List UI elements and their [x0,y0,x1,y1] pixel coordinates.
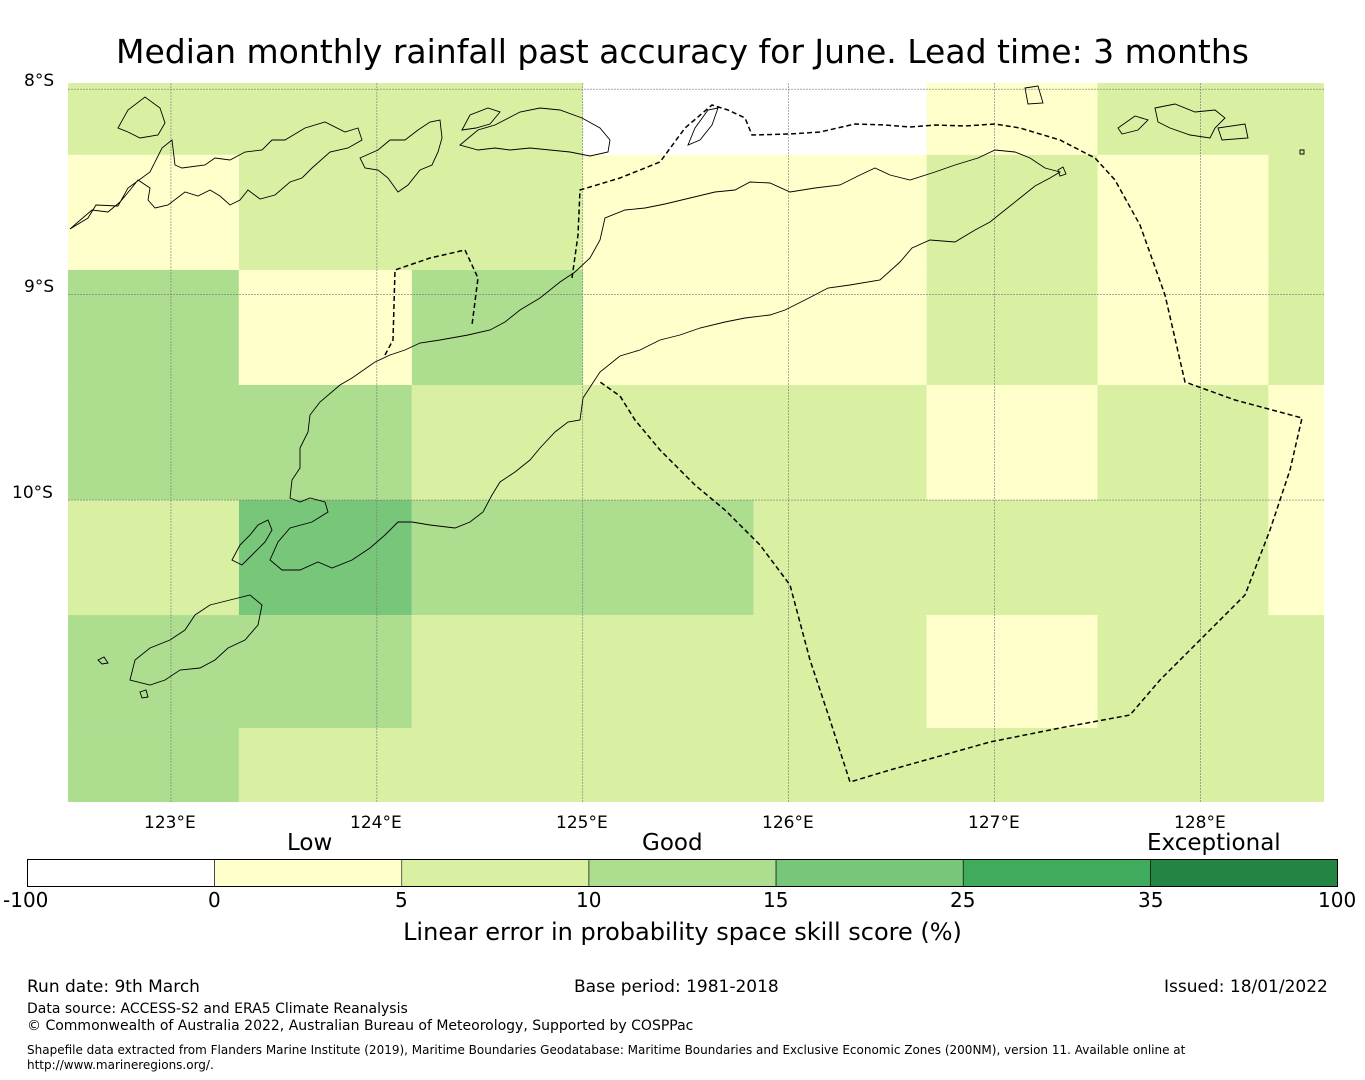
graticule [68,83,1324,802]
skill-cell [1268,500,1324,616]
romang-islet [1024,85,1044,105]
damar-east-islet [1217,123,1249,141]
lon-label-123e: 123°E [144,813,196,833]
colorbar-bin [401,859,590,887]
lat-label-8s: 8°S [24,71,55,91]
roti-island-coast [231,519,273,566]
alor-west-islet [461,107,501,131]
skill-cell [68,269,239,385]
skill-cell [411,384,927,501]
skill-cell [926,269,1098,385]
colorbar-bin [27,859,215,887]
skill-cell [582,269,927,385]
issued-date: Issued: 18/01/2022 [1164,977,1328,997]
colorbar-label: Linear error in probability space skill … [403,918,962,946]
skill-cell [68,615,412,729]
adonara-island-coast [359,119,443,193]
base-period: Base period: 1981-2018 [574,977,779,997]
colorbar-frame [27,859,1338,887]
shapefile-credit-line1: Shapefile data extracted from Flanders M… [27,1043,1186,1057]
skill-cell [926,615,1098,729]
skill-cell [68,384,412,501]
flores-island-coast [69,121,363,230]
lon-label-128e: 128°E [1174,813,1226,833]
skill-cell [238,269,412,385]
kisar-islet [1057,166,1067,177]
category-good: Good [642,830,703,856]
colorbar-tick: 0 [208,888,221,912]
lat-label-10s: 10°S [12,483,53,503]
skill-cell [926,83,1098,155]
skill-cell [1097,615,1324,729]
skill-grid [68,83,1325,802]
skill-cell [1097,269,1269,385]
skill-cell [582,83,927,155]
colorbar-bin [214,859,403,887]
skill-cell [68,728,239,802]
colorbar-bin [1150,859,1338,887]
colorbar-bin [962,859,1151,887]
colorbar-tick: 35 [1138,888,1164,912]
colorbar [27,859,1338,887]
data-source: Data source: ACCESS-S2 and ERA5 Climate … [27,1001,408,1017]
skill-cell [1097,83,1324,155]
skill-cell [411,269,583,385]
skill-cell [68,83,583,155]
skill-cell [1097,384,1269,501]
colorbar-tick: 15 [763,888,789,912]
copyright: © Commonwealth of Australia 2022, Austra… [27,1018,694,1034]
skill-cell [411,615,927,729]
lon-label-126e: 126°E [762,813,814,833]
colorbar-tick: 100 [1318,888,1357,912]
skill-cell [68,500,239,616]
category-low: Low [287,830,333,856]
category-exceptional: Exceptional [1147,830,1281,856]
alor-island-coast [459,107,611,157]
chart-title: Median monthly rainfall past accuracy fo… [116,32,1249,71]
skill-cell [582,154,927,270]
wetar-island-coast [687,107,719,146]
small-islet-a [97,656,109,665]
maritime-boundaries [384,104,1303,783]
timor-leste-eez-north [571,104,1303,783]
oecusse-boundary [384,249,479,356]
shapefile-credit-line2: http://www.marineregions.org/. [27,1058,214,1072]
coastlines [69,85,1305,699]
lon-label-125e: 125°E [556,813,608,833]
skill-cell [238,728,1325,802]
lon-label-127e: 127°E [968,813,1020,833]
skill-cell [1097,154,1269,270]
lat-label-9s: 9°S [24,277,55,297]
skill-cell [238,154,583,270]
skill-cell [926,384,1098,501]
colorbar-bin [775,859,964,887]
timor-island-coast [269,149,1062,571]
skill-cell [926,154,1098,270]
far-east-islet [1299,149,1305,155]
damar-west-islet [1117,115,1149,135]
skill-cell [68,154,239,270]
damar-island-coast [1154,103,1226,139]
skill-cell [753,500,1269,616]
sawu-island-coast [129,594,263,686]
skill-cell [238,500,412,616]
colorbar-tick: 10 [576,888,602,912]
colorbar-bin [588,859,777,887]
skill-cell [1268,269,1324,385]
lon-label-124e: 124°E [350,813,402,833]
colorbar-tick: 25 [950,888,976,912]
colorbar-tick: 5 [395,888,408,912]
sumbawa-east-coast [117,96,166,139]
colorbar-tick: -100 [3,888,49,912]
run-date: Run date: 9th March [27,977,200,997]
skill-cell [1268,154,1324,270]
small-islet-b [139,689,149,699]
